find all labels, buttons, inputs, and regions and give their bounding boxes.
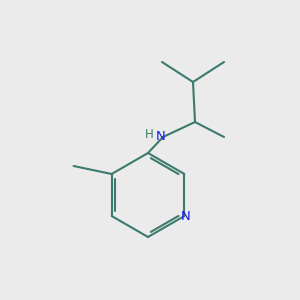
- Text: N: N: [181, 209, 190, 223]
- Text: H: H: [145, 128, 153, 142]
- Text: N: N: [156, 130, 166, 143]
